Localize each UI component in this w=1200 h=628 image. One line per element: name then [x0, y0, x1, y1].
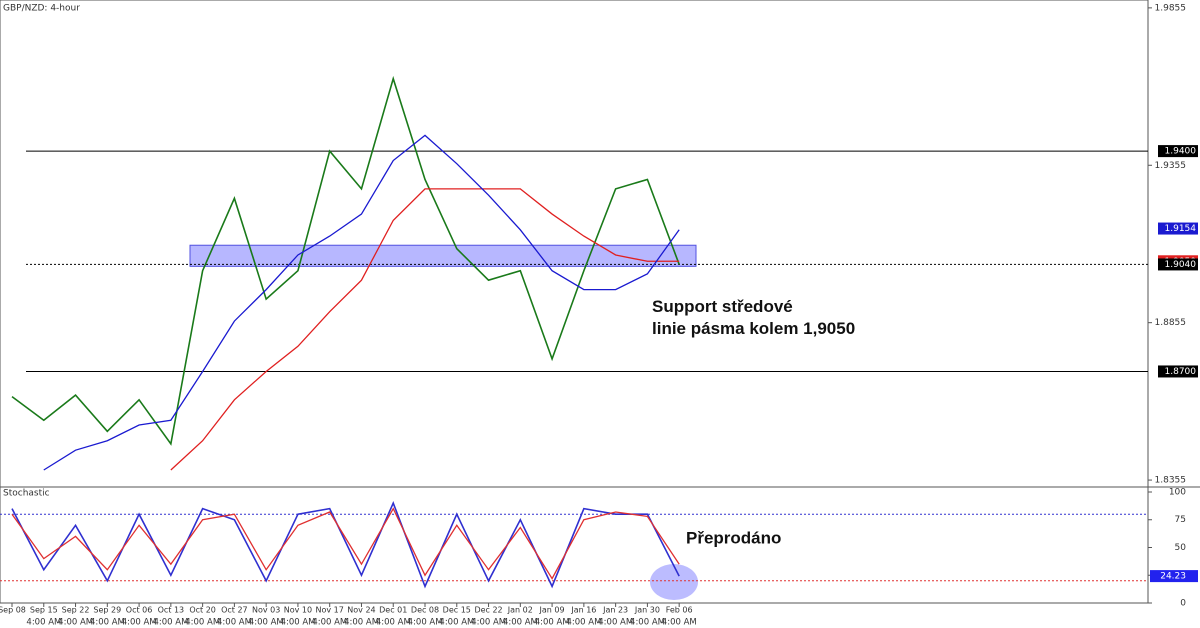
- plot-frame: [0, 0, 1149, 604]
- y-tick-label: 75: [1175, 515, 1186, 525]
- series-line: [11, 507, 680, 580]
- time-label: 4:00 AM: [281, 618, 316, 628]
- series-line: [170, 188, 680, 471]
- time-label: 4:00 AM: [598, 618, 633, 628]
- y-tick-label: 50: [1175, 543, 1187, 553]
- time-label: 4:00 AM: [503, 618, 538, 628]
- y-tick-label: 100: [1169, 487, 1186, 497]
- x-tick-label: Jan 09: [539, 606, 565, 615]
- time-label: 4:00 AM: [376, 618, 411, 628]
- time-label: 4:00 AM: [153, 618, 188, 628]
- pane-title: Stochastic: [3, 489, 50, 499]
- x-tick-label: Dec 08: [411, 606, 439, 615]
- annotation-line: Support středové: [652, 297, 793, 316]
- x-tick-label: Jan 30: [634, 606, 660, 615]
- time-label: 4:00 AM: [26, 618, 61, 628]
- time-label: 4:00 AM: [535, 618, 570, 628]
- level-label-box: [1158, 145, 1198, 158]
- time-label: 4:00 AM: [58, 618, 93, 628]
- time-label: 4:00 AM: [249, 618, 284, 628]
- annotation: Support středové linie pásma kolem 1,9050: [652, 297, 855, 338]
- series-line: [43, 134, 680, 471]
- x-tick-label: Sep 22: [62, 606, 90, 615]
- x-tick-label: Feb 06: [666, 606, 693, 615]
- x-tick-label: Nov 17: [316, 606, 344, 615]
- time-label: 4:00 AM: [566, 618, 601, 628]
- x-tick-label: Jan 23: [602, 606, 628, 615]
- chart-title: GBP/NZD: 4-hour: [3, 4, 80, 14]
- annotation: Přeprodáno: [686, 528, 781, 547]
- x-tick-label: Sep 29: [93, 606, 121, 615]
- time-label: 4:00 AM: [90, 618, 125, 628]
- x-tick-label: Oct 20: [189, 606, 216, 615]
- x-tick-label: Sep 15: [30, 606, 58, 615]
- series-line: [11, 75, 680, 446]
- time-label: 4:00 AM: [344, 618, 379, 628]
- x-tick-label: Oct 13: [158, 606, 185, 615]
- y-tick-label: 0: [1180, 599, 1186, 609]
- annotation-line: linie pásma kolem 1,9050: [652, 319, 855, 338]
- highlight: [650, 564, 698, 600]
- y-tick-label: 1.9355: [1155, 161, 1187, 171]
- x-tick-label: Sep 08: [0, 606, 26, 615]
- time-label: 4:00 AM: [471, 618, 506, 628]
- series-line: [11, 500, 680, 589]
- x-tick-label: Dec 01: [379, 606, 407, 615]
- time-label: 4:00 AM: [312, 618, 347, 628]
- time-label: 4:00 AM: [408, 618, 443, 628]
- time-label: 4:00 AM: [122, 618, 157, 628]
- x-tick-label: Dec 22: [474, 606, 502, 615]
- level-label: 1.9154: [1165, 224, 1197, 234]
- x-tick-label: Jan 02: [507, 606, 533, 615]
- level-label-box: [1158, 365, 1198, 378]
- y-tick-label: 1.9855: [1155, 3, 1187, 13]
- last-value-label: 24.23: [1160, 572, 1186, 582]
- x-tick-label: Nov 03: [252, 606, 280, 615]
- level-label-box: [1158, 222, 1198, 235]
- level-label: 1.8700: [1165, 367, 1197, 377]
- support-band: [189, 244, 697, 267]
- level-label: 1.9400: [1165, 147, 1197, 157]
- time-label: 4:00 AM: [662, 618, 697, 628]
- time-label: 4:00 AM: [217, 618, 252, 628]
- y-tick-label: 1.8855: [1155, 318, 1187, 328]
- x-tick-label: Nov 10: [284, 606, 312, 615]
- time-label: 4:00 AM: [185, 618, 220, 628]
- y-tick-label: 1.8355: [1155, 476, 1187, 486]
- level-label-box: [1158, 258, 1198, 271]
- x-tick-label: Oct 06: [126, 606, 153, 615]
- x-tick-label: Jan 16: [570, 606, 596, 615]
- x-tick-label: Nov 24: [347, 606, 375, 615]
- last-value-box: [1150, 570, 1198, 583]
- time-label: 4:00 AM: [630, 618, 665, 628]
- x-tick-label: Oct 27: [221, 606, 248, 615]
- level-label: 1.9040: [1165, 260, 1197, 270]
- x-tick-label: Dec 15: [443, 606, 471, 615]
- time-label: 4:00 AM: [439, 618, 474, 628]
